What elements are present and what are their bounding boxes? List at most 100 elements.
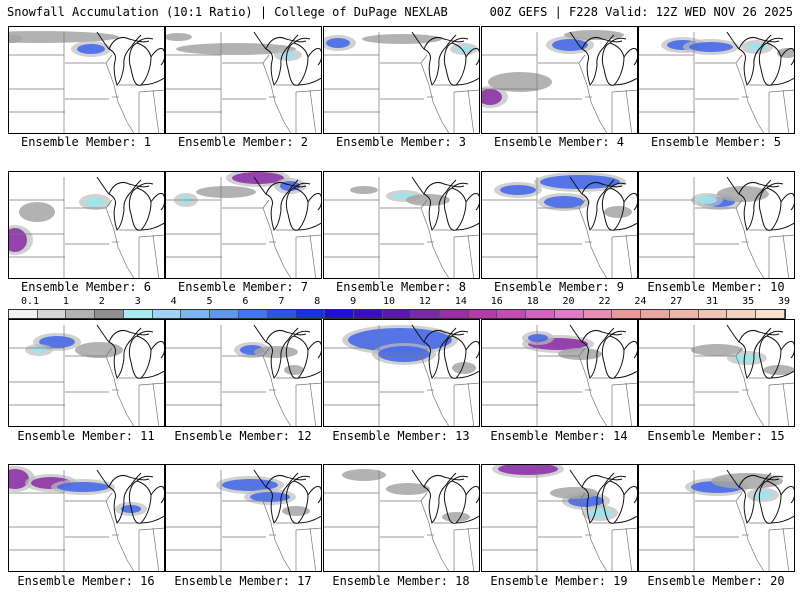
ensemble-map-panel [638, 319, 795, 427]
snow-blob [406, 194, 450, 206]
snow-blob [166, 33, 192, 41]
member-label: Ensemble Member: 20 [647, 574, 785, 588]
colorbar-label: 24 [634, 296, 647, 307]
colorbar-label: 31 [706, 296, 719, 307]
member-label: Ensemble Member: 1 [20, 135, 152, 149]
snow-blob [482, 89, 502, 105]
snow-blob [689, 42, 733, 52]
colorbar-swatch [210, 310, 239, 318]
colorbar-label: 14 [454, 296, 467, 307]
snow-blob [9, 469, 29, 489]
colorbar-label: 16 [490, 296, 503, 307]
colorbar-label: 35 [742, 296, 755, 307]
member-label: Ensemble Member: 8 [335, 280, 467, 294]
ensemble-map-panel [638, 171, 795, 279]
snow-blob [31, 347, 47, 353]
colorbar-swatch [37, 310, 67, 318]
colorbar-label: 20 [562, 296, 575, 307]
snow-blob [378, 346, 430, 362]
colorbar-swatch [411, 310, 441, 318]
colorbar-swatch [756, 310, 785, 318]
member-label: Ensemble Member: 11 [17, 429, 155, 443]
snow-blob [75, 342, 123, 358]
colorbar-swatch [669, 310, 699, 318]
colorbar-swatch [641, 310, 670, 318]
colorbar-label: 9 [350, 296, 357, 307]
snow-blob [711, 473, 783, 489]
snow-blob [544, 196, 584, 208]
colorbar-swatch [382, 310, 412, 318]
snow-blob [498, 465, 558, 475]
ensemble-map-panel [323, 319, 480, 427]
colorbar-swatch [238, 310, 268, 318]
snow-blob [763, 365, 794, 375]
colorbar-swatch [152, 310, 182, 318]
member-label: Ensemble Member: 12 [174, 429, 312, 443]
snow-blob [697, 196, 717, 204]
snow-blob [342, 469, 386, 481]
member-label: Ensemble Member: 4 [493, 135, 625, 149]
snow-blob [558, 348, 602, 360]
snow-blob [232, 172, 284, 184]
colorbar-label: 39 [777, 296, 791, 307]
snow-blob [528, 334, 548, 342]
member-label: Ensemble Member: 2 [177, 135, 309, 149]
ensemble-map-panel [481, 464, 638, 572]
snow-blob [540, 175, 620, 189]
snow-blob [39, 336, 75, 348]
ensemble-map-panel [165, 26, 322, 134]
member-label: Ensemble Member: 19 [490, 574, 628, 588]
ensemble-map-panel [638, 464, 795, 572]
member-label: Ensemble Member: 10 [647, 280, 785, 294]
member-label: Ensemble Member: 6 [20, 280, 152, 294]
colorbar-swatch [497, 310, 527, 318]
snow-blob [442, 512, 470, 522]
snow-blob [9, 35, 23, 43]
colorbar-label: 0.1 [20, 296, 40, 307]
snow-blob [552, 39, 588, 51]
snow-blob [222, 479, 278, 491]
ensemble-map-panel [638, 26, 795, 134]
map-title: Snowfall Accumulation (10:1 Ratio) | Col… [7, 5, 448, 19]
colorbar-swatch [66, 310, 96, 318]
colorbar-label: 12 [418, 296, 431, 307]
colorbar-label: 8 [314, 296, 321, 307]
snow-blob [452, 362, 476, 374]
colorbar-label: 1 [62, 296, 69, 307]
ensemble-map-panel [165, 464, 322, 572]
colorbar-swatch [698, 310, 728, 318]
snow-blob [350, 186, 378, 194]
colorbar-swatch [123, 310, 153, 318]
colorbar-label: 6 [242, 296, 249, 307]
ensemble-map-panel [8, 171, 165, 279]
snow-blob [604, 206, 632, 218]
model-run-info: 00Z GEFS | F228 Valid: 12Z WED NOV 26 20… [489, 5, 793, 19]
colorbar-swatch [554, 310, 584, 318]
ensemble-map-panel [8, 464, 165, 572]
colorbar-swatch [353, 310, 383, 318]
member-label: Ensemble Member: 9 [493, 280, 625, 294]
snow-blob [488, 72, 552, 92]
snow-blob [176, 43, 296, 55]
snowfall-colorbar: 0.1 1 2 3 4 5 6 7 8 9 10 12 14 16 18 20 22 24 27 31 35 39 [8, 296, 792, 320]
snow-blob [691, 344, 743, 356]
colorbar-label: 27 [670, 296, 683, 307]
snow-blob [362, 34, 442, 44]
member-label: Ensemble Member: 16 [17, 574, 155, 588]
colorbar-swatch [612, 310, 642, 318]
colorbar-swatch [583, 310, 613, 318]
colorbar-label: 10 [383, 296, 396, 307]
snow-blob [250, 492, 290, 502]
colorbar-label: 22 [598, 296, 611, 307]
ensemble-map-panel [323, 464, 480, 572]
ensemble-map-panel [323, 26, 480, 134]
snow-blob [280, 52, 296, 58]
snow-blob [77, 44, 105, 54]
snow-blob [733, 354, 761, 362]
member-label: Ensemble Member: 3 [335, 135, 467, 149]
snow-blob [564, 30, 624, 40]
colorbar-swatch [296, 310, 326, 318]
snow-blob [777, 48, 794, 58]
snow-blob [588, 508, 612, 518]
ensemble-map-panel [481, 319, 638, 427]
